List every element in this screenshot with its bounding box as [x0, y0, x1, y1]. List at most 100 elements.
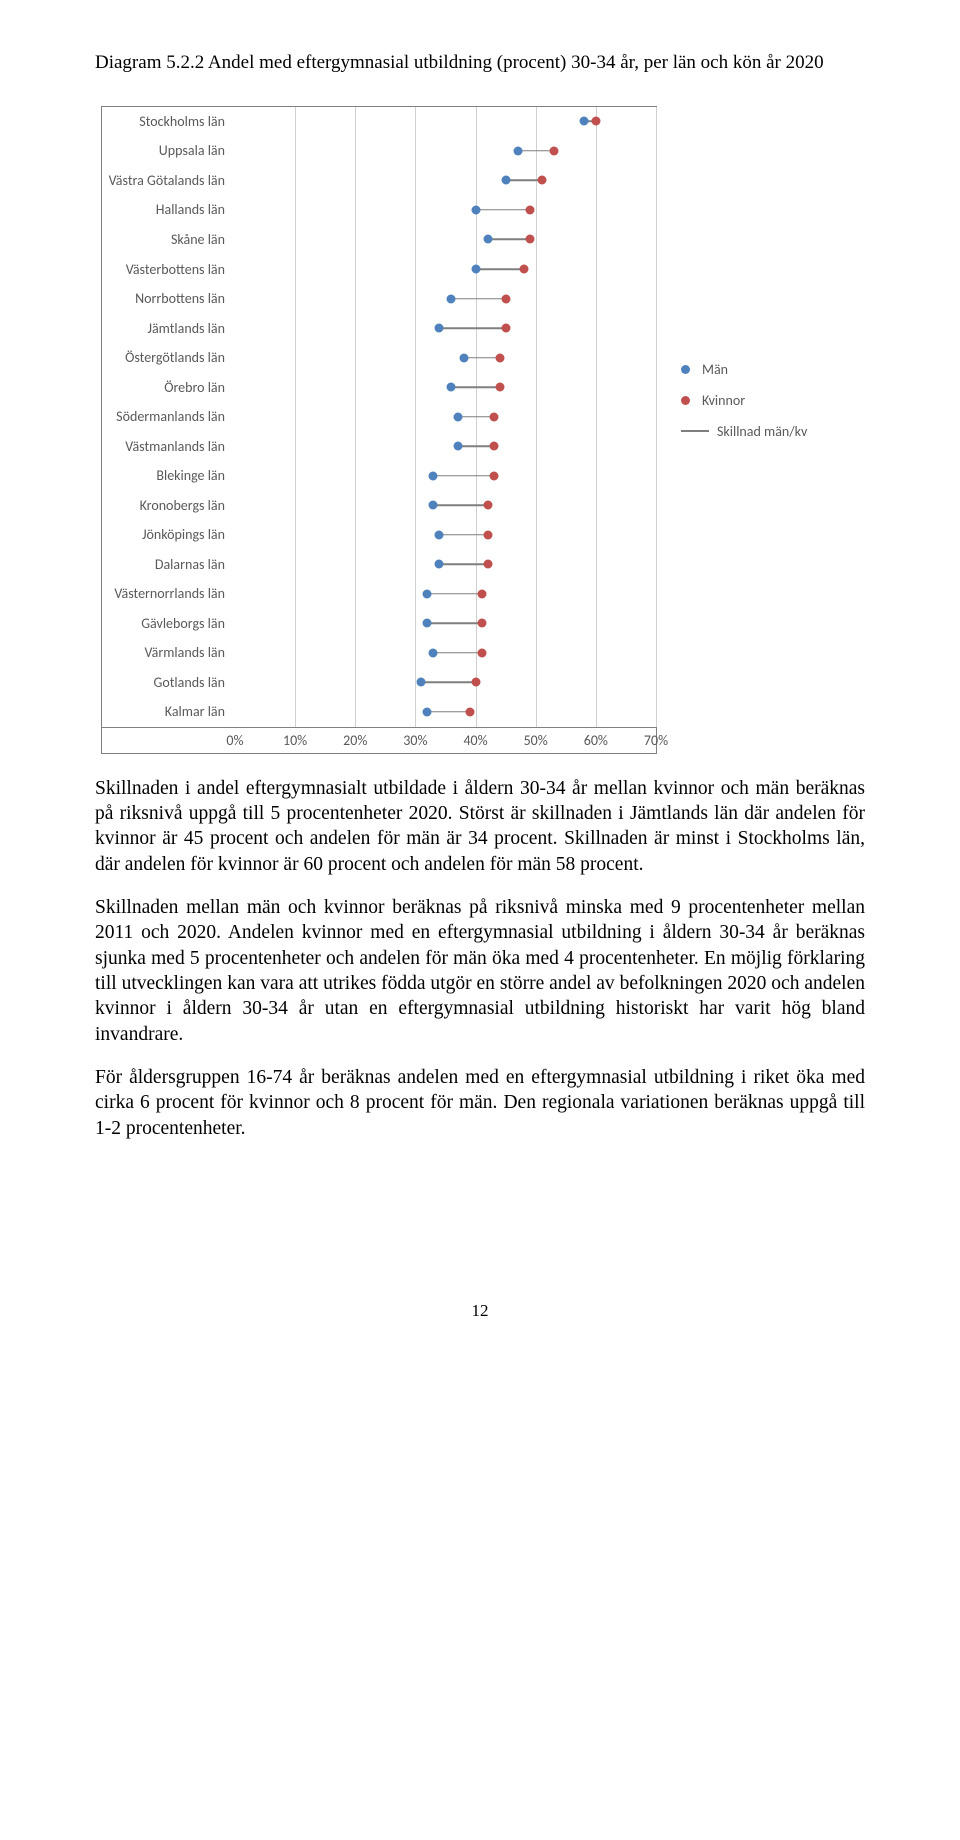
- range-connector: [476, 268, 524, 270]
- female-marker: [549, 146, 558, 155]
- range-connector: [427, 623, 481, 625]
- female-marker: [501, 294, 510, 303]
- female-marker: [477, 619, 486, 628]
- paragraph: För åldersgruppen 16-74 år beräknas ande…: [95, 1065, 865, 1141]
- male-marker: [471, 205, 480, 214]
- chart-row: Kalmar län: [102, 697, 656, 727]
- male-marker: [435, 324, 444, 333]
- chart-row: Jämtlands län: [102, 313, 656, 343]
- female-marker: [501, 324, 510, 333]
- range-connector: [451, 386, 499, 388]
- female-marker: [471, 678, 480, 687]
- chart-row: Västerbottens län: [102, 254, 656, 284]
- female-marker: [477, 648, 486, 657]
- y-axis-label: Västerbottens län: [126, 261, 225, 278]
- legend-item: Män: [681, 361, 807, 378]
- x-tick-label: 60%: [584, 732, 608, 749]
- male-marker: [453, 412, 462, 421]
- x-tick-label: 20%: [343, 732, 367, 749]
- y-axis-label: Gävleborgs län: [141, 615, 225, 632]
- x-tick-label: 40%: [463, 732, 487, 749]
- legend-dot-icon: [681, 365, 690, 374]
- x-tick-label: 10%: [283, 732, 307, 749]
- chart-row: Västernorrlands län: [102, 579, 656, 609]
- chart-row: Östergötlands län: [102, 343, 656, 373]
- legend-label: Män: [702, 361, 728, 378]
- y-axis-label: Hallands län: [156, 201, 225, 218]
- legend-item: Kvinnor: [681, 392, 807, 409]
- x-tick-label: 0%: [226, 732, 243, 749]
- male-marker: [429, 648, 438, 657]
- chart-row: Jönköpings län: [102, 520, 656, 550]
- range-connector: [439, 327, 505, 329]
- female-marker: [495, 383, 504, 392]
- chart-row: Västmanlands län: [102, 431, 656, 461]
- y-axis-label: Jönköpings län: [142, 526, 225, 543]
- chart-row: Skåne län: [102, 225, 656, 255]
- y-axis-label: Blekinge län: [156, 467, 225, 484]
- female-marker: [465, 707, 474, 716]
- y-axis-label: Västra Götalands län: [109, 172, 225, 189]
- chart-row: Södermanlands län: [102, 402, 656, 432]
- male-marker: [435, 560, 444, 569]
- chart-row: Gävleborgs län: [102, 609, 656, 639]
- legend-label: Skillnad män/kv: [717, 423, 807, 440]
- paragraph: Skillnaden mellan män och kvinnor beräkn…: [95, 895, 865, 1047]
- female-marker: [519, 265, 528, 274]
- y-axis-label: Västernorrlands län: [114, 585, 225, 602]
- range-connector: [427, 711, 469, 713]
- y-axis-label: Värmlands län: [144, 644, 224, 661]
- male-marker: [453, 442, 462, 451]
- range-connector: [421, 682, 475, 684]
- diagram-title: Diagram 5.2.2 Andel med eftergymnasial u…: [95, 50, 865, 76]
- chart-row: Örebro län: [102, 372, 656, 402]
- page-number: 12: [95, 1301, 865, 1321]
- range-connector: [451, 298, 505, 300]
- chart-plot: Stockholms länUppsala länVästra Götaland…: [102, 107, 656, 727]
- chart-row: Hallands län: [102, 195, 656, 225]
- y-axis-label: Kronobergs län: [140, 497, 225, 514]
- female-marker: [477, 589, 486, 598]
- legend-item: Skillnad män/kv: [681, 423, 807, 440]
- male-marker: [447, 294, 456, 303]
- female-marker: [483, 530, 492, 539]
- grid-line: [656, 107, 657, 727]
- legend-line-icon: [681, 430, 709, 432]
- x-tick-label: 70%: [644, 732, 668, 749]
- chart-row: Norrbottens län: [102, 284, 656, 314]
- female-marker: [483, 501, 492, 510]
- male-marker: [471, 265, 480, 274]
- x-tick-label: 50%: [524, 732, 548, 749]
- female-marker: [489, 471, 498, 480]
- female-marker: [495, 353, 504, 362]
- y-axis-label: Västmanlands län: [125, 438, 225, 455]
- body-text: Skillnaden i andel eftergymnasialt utbil…: [95, 776, 865, 1141]
- male-marker: [435, 530, 444, 539]
- male-marker: [459, 353, 468, 362]
- chart-box: Stockholms länUppsala länVästra Götaland…: [101, 106, 657, 754]
- female-marker: [537, 176, 546, 185]
- chart-row: Uppsala län: [102, 136, 656, 166]
- chart-container: Stockholms länUppsala länVästra Götaland…: [101, 106, 865, 754]
- y-axis-label: Kalmar län: [165, 703, 225, 720]
- chart-legend: Män Kvinnor Skillnad män/kv: [681, 361, 807, 454]
- male-marker: [429, 501, 438, 510]
- female-marker: [525, 235, 534, 244]
- chart-row: Dalarnas län: [102, 549, 656, 579]
- chart-row: Västra Götalands län: [102, 166, 656, 196]
- chart-row: Kronobergs län: [102, 490, 656, 520]
- female-marker: [489, 442, 498, 451]
- male-marker: [483, 235, 492, 244]
- y-axis-label: Norrbottens län: [135, 290, 225, 307]
- y-axis-label: Gotlands län: [154, 674, 225, 691]
- y-axis-label: Dalarnas län: [155, 556, 225, 573]
- y-axis-label: Södermanlands län: [116, 408, 225, 425]
- chart-row: Gotlands län: [102, 668, 656, 698]
- y-axis-label: Skåne län: [171, 231, 225, 248]
- y-axis-label: Örebro län: [164, 379, 225, 396]
- y-axis-label: Uppsala län: [159, 142, 225, 159]
- x-tick-label: 30%: [403, 732, 427, 749]
- range-connector: [439, 534, 487, 536]
- female-marker: [525, 205, 534, 214]
- range-connector: [488, 239, 530, 241]
